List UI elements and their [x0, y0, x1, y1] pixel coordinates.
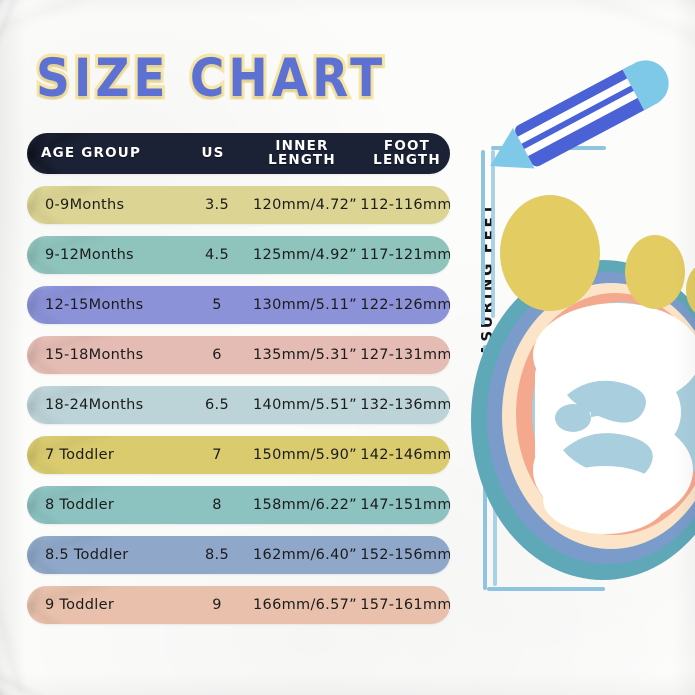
cell-foot-length: 127-131mm	[360, 347, 450, 363]
table-row: 9-12Months 4.5 125mm/4.92” 117-121mm	[27, 236, 450, 274]
cell-foot-length: 157-161mm	[360, 597, 450, 613]
cell-foot-length: 147-151mm	[360, 497, 450, 513]
cell-foot-length: 142-146mm	[360, 447, 450, 463]
table-row: 18-24Months 6.5 140mm/5.51” 132-136mm	[27, 386, 450, 424]
foot-sole-heel	[543, 466, 667, 534]
cell-age-group: 7 Toddler	[45, 447, 115, 463]
toe-small	[686, 267, 695, 313]
cell-inner-length: 130mm/5.11”	[253, 297, 357, 313]
cell-foot-length: 152-156mm	[360, 547, 450, 563]
cell-age-group: 9 Toddler	[45, 597, 115, 613]
bracket-bottom-line	[487, 587, 605, 591]
cell-us-size: 8	[212, 497, 222, 513]
header-foot-length-line1: FOOT	[383, 137, 431, 154]
table-row: 8 Toddler 8 158mm/6.22” 147-151mm	[27, 486, 450, 524]
cell-inner-length: 125mm/4.92”	[253, 247, 357, 263]
cell-us-size: 7	[212, 447, 222, 463]
cell-age-group: 15-18Months	[45, 347, 144, 363]
table-rows-container: 0-9Months 3.5 120mm/4.72” 112-116mm 9-12Mont…	[27, 186, 450, 624]
toe-large	[500, 195, 600, 311]
foot-shape-svg	[471, 60, 695, 580]
bracket-left-line-a	[481, 150, 485, 325]
header-us: US	[201, 144, 225, 161]
header-inner-length: INNER LENGTH	[239, 133, 365, 174]
cell-age-group: 0-9Months	[45, 197, 125, 213]
header-inner-length-line1: INNER	[275, 137, 329, 154]
cell-inner-length: 166mm/6.57”	[253, 597, 357, 613]
cell-age-group: 12-15Months	[45, 297, 144, 313]
header-inner-length-line2: LENGTH	[268, 151, 336, 168]
table-row: 9 Toddler 9 166mm/6.57” 157-161mm	[27, 586, 450, 624]
cell-age-group: 8.5 Toddler	[45, 547, 129, 563]
foot-sole-notches	[555, 380, 653, 480]
table-header-row: AGE GROUP US INNER LENGTH FOOT LENGTH	[27, 133, 450, 174]
table-row: 0-9Months 3.5 120mm/4.72” 112-116mm	[27, 186, 450, 224]
table-row: 8.5 Toddler 8.5 162mm/6.40” 152-156mm	[27, 536, 450, 574]
page-title: SIZE CHART	[33, 45, 387, 113]
cell-age-group: 9-12Months	[45, 247, 134, 263]
size-chart-table: AGE GROUP US INNER LENGTH FOOT LENGTH 0-…	[27, 133, 450, 636]
cell-us-size: 6.5	[205, 397, 229, 413]
cell-inner-length: 162mm/6.40”	[253, 547, 357, 563]
cell-foot-length: 117-121mm	[360, 247, 450, 263]
cell-age-group: 8 Toddler	[45, 497, 115, 513]
cell-us-size: 9	[212, 597, 222, 613]
cell-inner-length: 135mm/5.31”	[253, 347, 357, 363]
cell-us-size: 5	[212, 297, 222, 313]
table-row: 7 Toddler 7 150mm/5.90” 142-146mm	[27, 436, 450, 474]
toe-medium	[625, 235, 685, 309]
cell-foot-length: 112-116mm	[360, 197, 450, 213]
header-foot-length: FOOT LENGTH	[367, 133, 447, 174]
cell-inner-length: 158mm/6.22”	[253, 497, 357, 513]
header-foot-length-line2: LENGTH	[373, 151, 441, 168]
cell-us-size: 3.5	[205, 197, 229, 213]
header-age-group: AGE GROUP	[41, 144, 142, 161]
cell-us-size: 6	[212, 347, 222, 363]
cell-us-size: 4.5	[205, 247, 229, 263]
cell-inner-length: 140mm/5.51”	[253, 397, 357, 413]
cell-inner-length: 120mm/4.72”	[253, 197, 357, 213]
table-row: 12-15Months 5 130mm/5.11” 122-126mm	[27, 286, 450, 324]
cell-inner-length: 150mm/5.90”	[253, 447, 357, 463]
cell-age-group: 18-24Months	[45, 397, 144, 413]
cell-us-size: 8.5	[205, 547, 229, 563]
bracket-left-line-b	[491, 150, 495, 318]
measuring-feet-illustration: MEASURING FEET	[455, 0, 695, 695]
cell-foot-length: 122-126mm	[360, 297, 450, 313]
table-row: 15-18Months 6 135mm/5.31” 127-131mm	[27, 336, 450, 374]
pencil-icon	[490, 60, 669, 169]
cell-foot-length: 132-136mm	[360, 397, 450, 413]
